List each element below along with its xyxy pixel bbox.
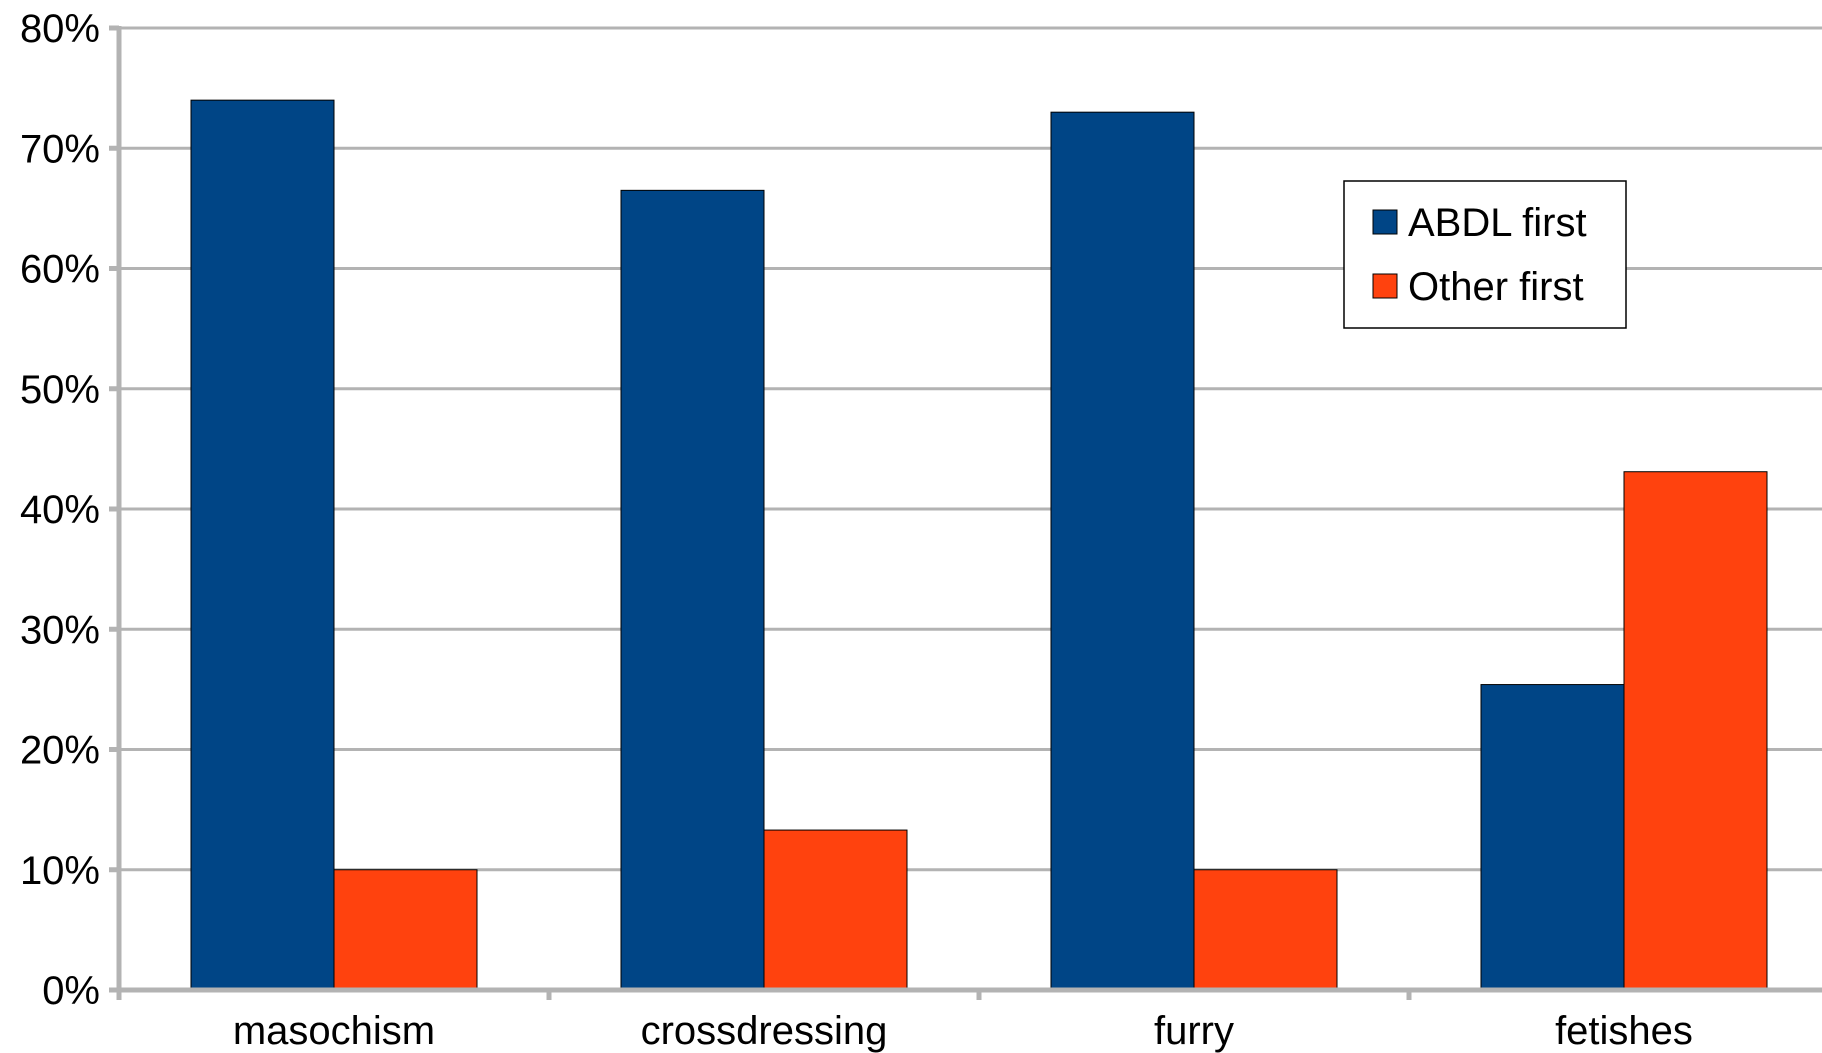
x-tick-label: furry	[1154, 1009, 1234, 1053]
grid-lines	[119, 26, 1822, 872]
legend: ABDL first Other first	[1343, 180, 1627, 329]
legend-swatch-other-first	[1372, 273, 1398, 299]
y-tick-label: 0%	[42, 969, 100, 1013]
legend-label-abdl-first: ABDL first	[1408, 201, 1587, 245]
y-tick-label: 70%	[20, 127, 100, 171]
bar-abdl-first-masochism	[190, 99, 335, 991]
legend-swatch-abdl-first	[1372, 209, 1398, 235]
bars	[190, 99, 1768, 991]
y-tick-label: 20%	[20, 729, 100, 773]
y-tick-label: 50%	[20, 368, 100, 412]
legend-box	[1343, 180, 1627, 329]
y-tick-label: 80%	[20, 7, 100, 51]
x-tick-label: masochism	[233, 1009, 435, 1053]
legend-label-other-first: Other first	[1408, 265, 1584, 309]
y-tick-labels: 0% 10% 20% 30% 40% 50% 60% 70% 80%	[20, 7, 100, 1013]
axes	[109, 25, 1822, 1000]
y-tick-label: 30%	[20, 608, 100, 652]
bar-other-first-furry	[1193, 869, 1338, 991]
y-tick-label: 10%	[20, 849, 100, 893]
bar-other-first-fetishes	[1623, 471, 1768, 991]
x-tick-label: fetishes	[1555, 1009, 1693, 1053]
bar-abdl-first-fetishes	[1480, 684, 1625, 991]
x-tick-label: crossdressing	[641, 1009, 888, 1053]
x-tick-labels: masochism crossdressing furry fetishes	[233, 1009, 1693, 1053]
y-tick-label: 40%	[20, 488, 100, 532]
bar-abdl-first-crossdressing	[620, 189, 765, 991]
bar-other-first-masochism	[333, 869, 478, 991]
bar-other-first-crossdressing	[763, 829, 908, 991]
y-tick-label: 60%	[20, 248, 100, 292]
bar-abdl-first-furry	[1050, 111, 1195, 991]
